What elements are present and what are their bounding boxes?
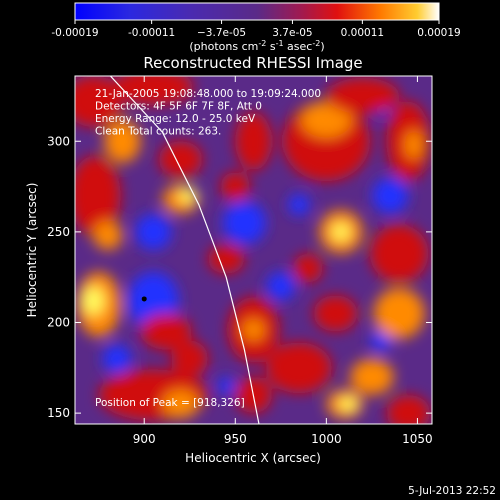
x-tick-label: 900 bbox=[133, 432, 156, 446]
y-tick-label: 200 bbox=[47, 316, 70, 330]
emission-region bbox=[373, 288, 425, 339]
y-axis: 150 200 250 300 bbox=[47, 134, 432, 420]
emission-region bbox=[326, 77, 400, 115]
emission-region bbox=[207, 244, 245, 274]
annotation-line: 21-Jan-2005 19:08:48.000 to 19:09:24.000 bbox=[95, 88, 321, 100]
emission-region bbox=[242, 318, 265, 341]
emission-region bbox=[235, 112, 272, 171]
annotation-block: 21-Jan-2005 19:08:48.000 to 19:09:24.000… bbox=[95, 88, 321, 138]
x-tick-label: 1050 bbox=[402, 432, 433, 446]
colorbar-unit: (photons cm-2 s-1 asec-2) bbox=[189, 39, 324, 53]
colorbar-gradient bbox=[74, 2, 440, 21]
negative-region bbox=[222, 201, 267, 245]
emission-region bbox=[140, 313, 192, 350]
emission-region bbox=[339, 396, 358, 412]
x-axis: 900 950 1000 1050 bbox=[133, 76, 433, 446]
x-tick-label: 950 bbox=[224, 432, 247, 446]
emission-region bbox=[93, 221, 123, 250]
emission-region bbox=[75, 76, 123, 127]
emission-region bbox=[370, 224, 429, 283]
emission-region bbox=[162, 389, 199, 419]
emission-region bbox=[113, 76, 194, 105]
emission-region bbox=[171, 340, 208, 377]
annotation-line: Detectors: 4F 5F 6F 7F 8F, Att 0 bbox=[95, 101, 262, 113]
emission-region bbox=[104, 119, 141, 163]
colorbar-tick-label: -0.00011 bbox=[128, 27, 175, 39]
y-tick-label: 250 bbox=[47, 225, 70, 239]
x-axis-label: Heliocentric X (arcsec) bbox=[185, 451, 321, 465]
emission-region bbox=[158, 141, 203, 178]
colorbar-tick-label: 0.00019 bbox=[417, 27, 460, 39]
negative-region bbox=[371, 177, 409, 214]
colorbar-tick-label: 0.00011 bbox=[341, 27, 384, 39]
emission-region bbox=[82, 286, 105, 316]
emission-region bbox=[75, 155, 121, 236]
peak-marker bbox=[141, 296, 147, 302]
annotation-line: Clean Total counts: 263. bbox=[95, 126, 221, 138]
negative-region bbox=[266, 271, 296, 301]
annotation-line: Energy Range: 12.0 - 25.0 keV bbox=[95, 113, 256, 125]
emission-region bbox=[266, 342, 332, 394]
colorbar-tick-label: −3.7e-05 bbox=[197, 27, 246, 39]
solar-limb-curve bbox=[109, 76, 260, 424]
colorbar-ticks: -0.00019 -0.00011 −3.7e-05 3.7e-05 0.00011 0.… bbox=[51, 20, 461, 39]
plot-frame bbox=[74, 75, 433, 425]
emission-region bbox=[293, 253, 323, 283]
emission-region bbox=[313, 295, 358, 332]
negative-region bbox=[217, 376, 236, 395]
colorbar-tick-label: -0.00019 bbox=[51, 27, 98, 39]
chart-title: Reconstructed RHESSI Image bbox=[143, 54, 362, 72]
negative-region bbox=[288, 193, 310, 216]
peak-position-label: Position of Peak = [918,326] bbox=[95, 397, 245, 409]
plot-area bbox=[75, 76, 432, 424]
emission-region bbox=[220, 172, 250, 202]
colorbar-tick-label: 3.7e-05 bbox=[272, 27, 312, 39]
intensity-map bbox=[75, 76, 431, 424]
x-tick-label: 1000 bbox=[311, 432, 342, 446]
emission-region bbox=[386, 395, 431, 424]
y-axis-label: Heliocentric Y (arcsec) bbox=[25, 183, 39, 318]
emission-region bbox=[331, 222, 351, 241]
colorbar: -0.00019 -0.00011 −3.7e-05 3.7e-05 0.00011 0.… bbox=[51, 2, 461, 53]
emission-region bbox=[404, 130, 423, 160]
y-tick-label: 300 bbox=[47, 134, 70, 148]
footer-date: 5-Jul-2013 22:52 bbox=[408, 485, 496, 497]
negative-region bbox=[135, 213, 172, 250]
emission-region bbox=[350, 358, 394, 395]
y-tick-label: 150 bbox=[47, 406, 70, 420]
negative-region bbox=[102, 344, 132, 374]
emission-region bbox=[300, 101, 352, 138]
